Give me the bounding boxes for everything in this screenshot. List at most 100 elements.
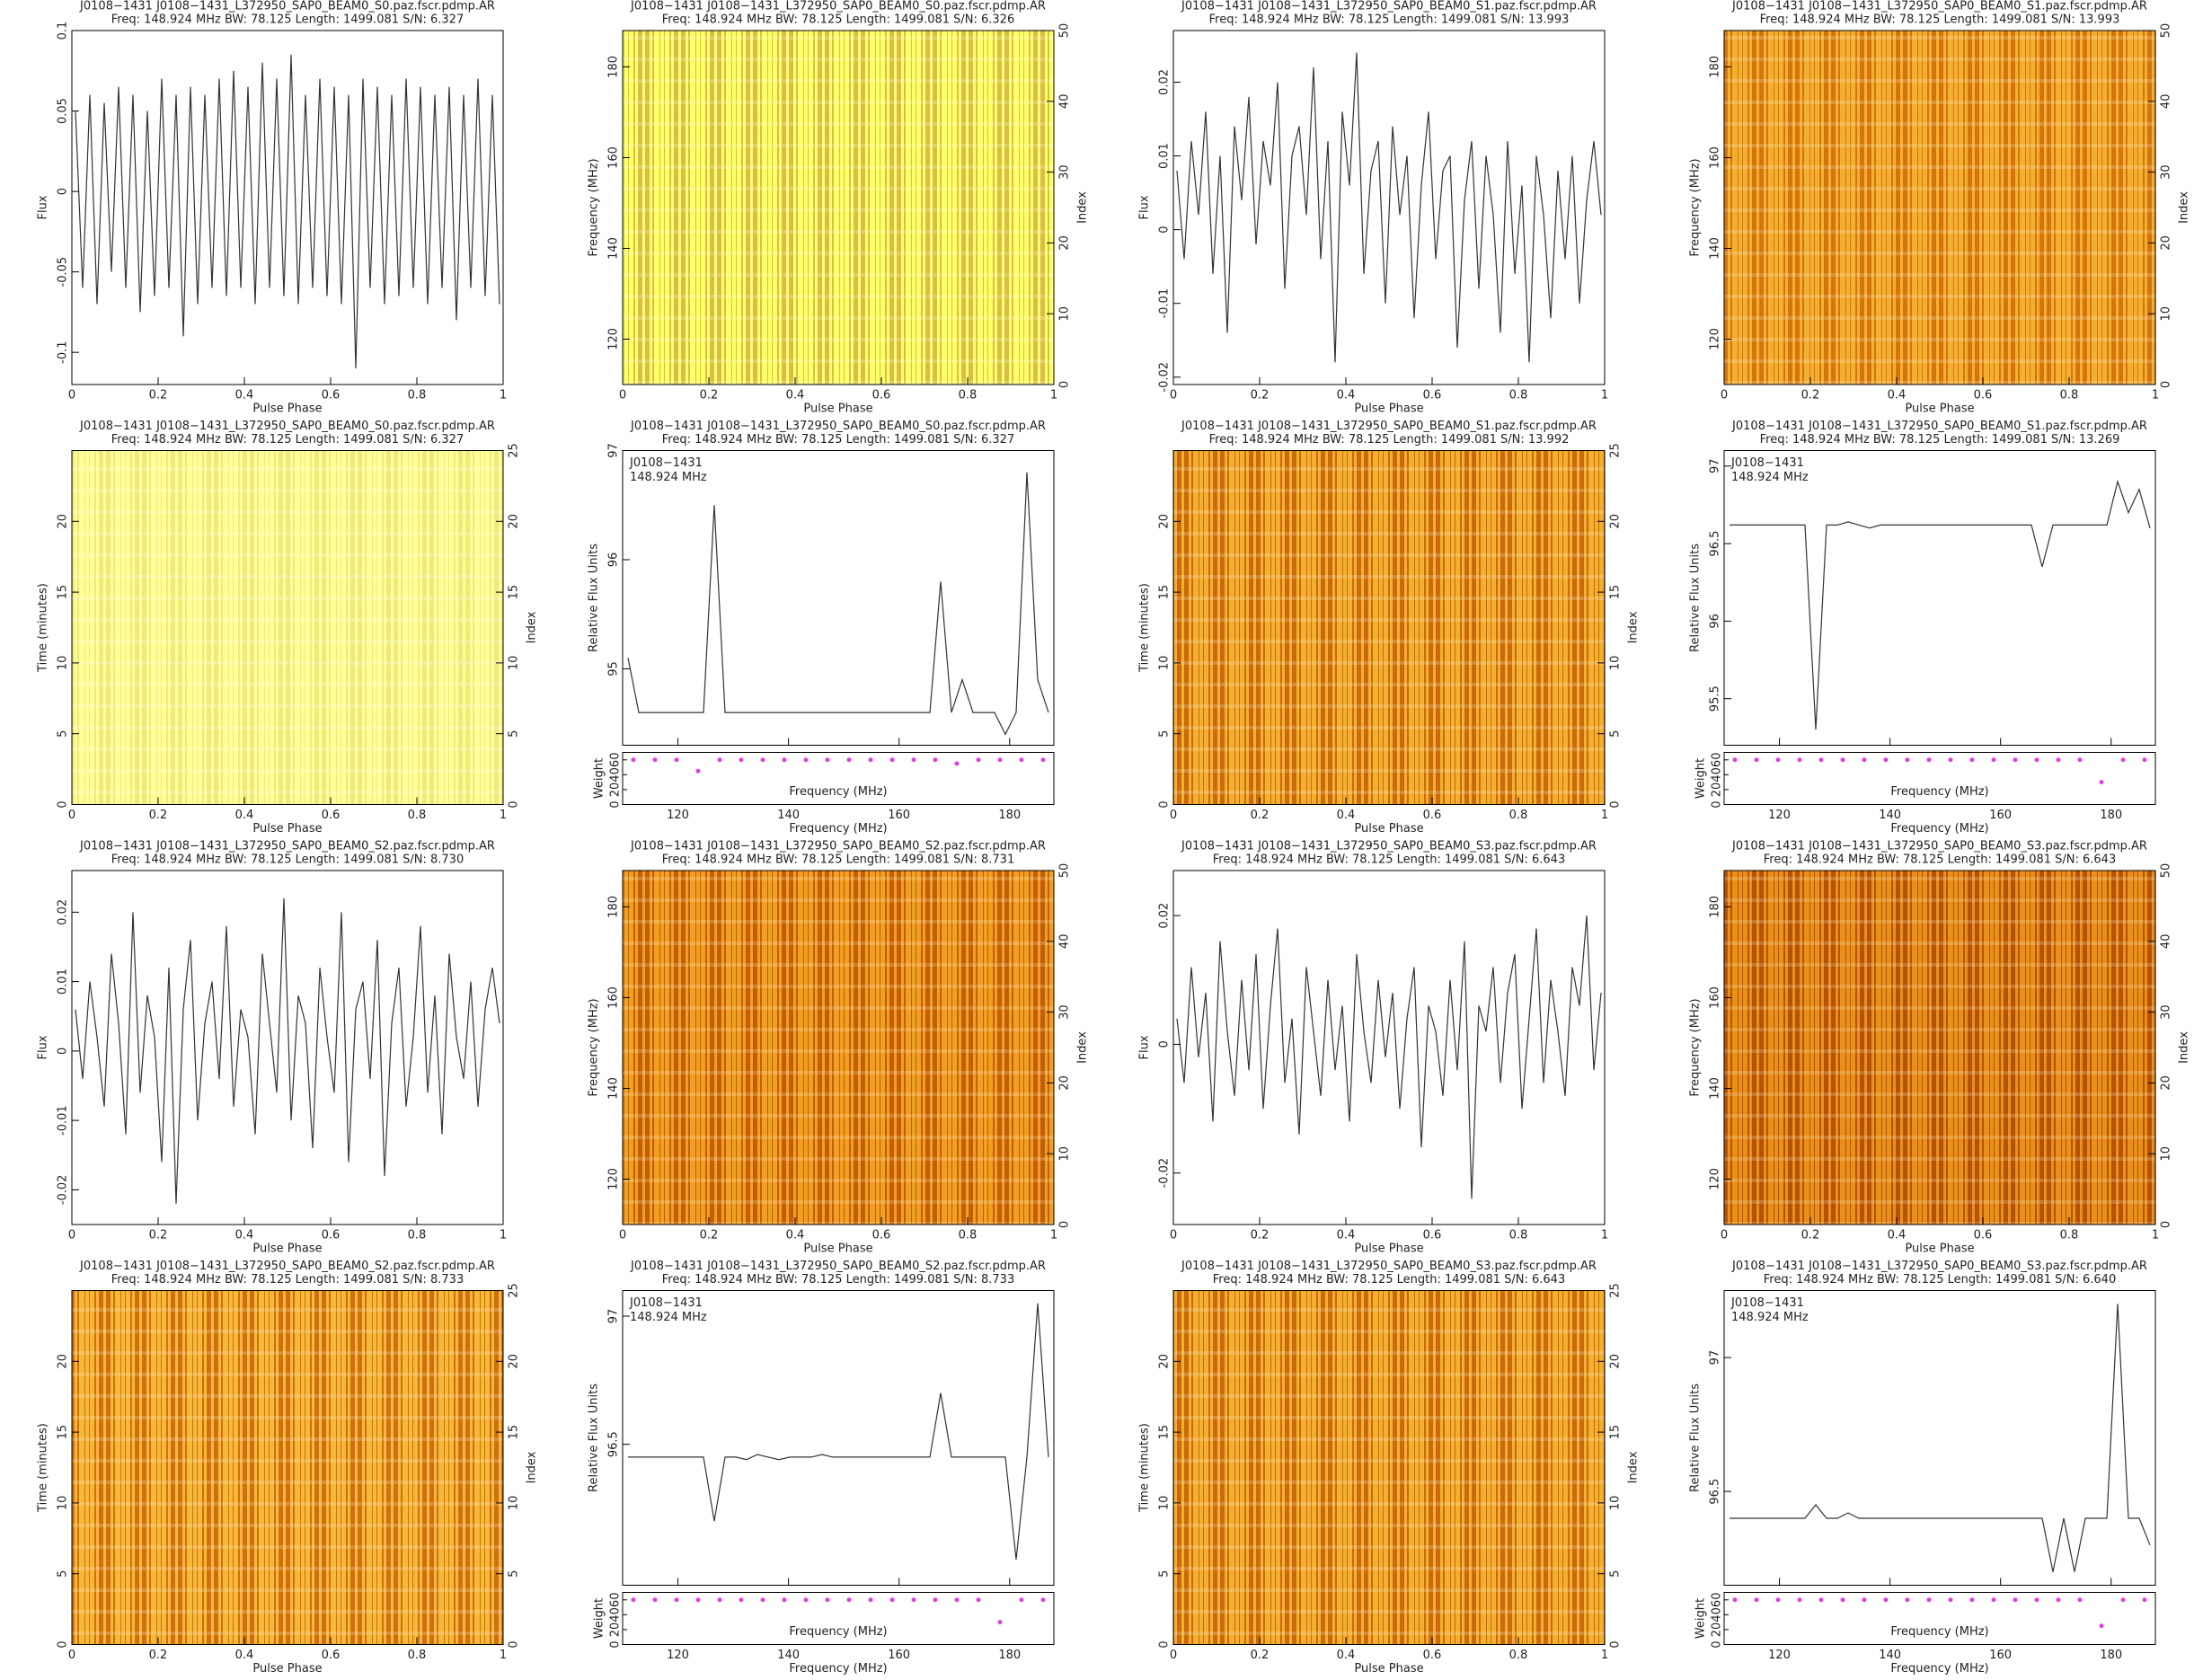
x-tick-label: 0.2 bbox=[1251, 1649, 1270, 1662]
data-line bbox=[1730, 1304, 2151, 1572]
y2-axis-label: Index bbox=[526, 1451, 539, 1483]
x-tick-label: 0 bbox=[1170, 1649, 1177, 1662]
plot-frame bbox=[71, 450, 504, 805]
weight-point bbox=[2099, 1623, 2104, 1629]
panel-subtitle: Freq: 148.924 MHz BW: 78.125 Length: 149… bbox=[1213, 1273, 1565, 1287]
y2-tick-label: 5 bbox=[508, 1570, 521, 1578]
y-tick-label: 180 bbox=[1709, 896, 1722, 918]
plot-frame bbox=[622, 30, 1055, 385]
x-axis-label: Pulse Phase bbox=[1354, 1662, 1423, 1676]
x-tick-label: 160 bbox=[888, 1649, 910, 1662]
weight-point bbox=[1019, 1597, 1024, 1603]
y-tick-label: 96 bbox=[1709, 614, 1722, 629]
plot-frame bbox=[1172, 1290, 1606, 1645]
weight-tick-label: 0 bbox=[1711, 800, 1724, 808]
y2-tick-label: 20 bbox=[1058, 235, 1072, 251]
y-tick-label: 5 bbox=[1158, 1570, 1172, 1578]
weight-point bbox=[825, 757, 830, 763]
plot-frame bbox=[622, 1290, 1055, 1586]
x-axis-label: Frequency (MHz) bbox=[1890, 822, 1988, 836]
x-tick-label: 1 bbox=[2152, 389, 2159, 402]
y2-tick-label: 10 bbox=[508, 1496, 521, 1511]
weight-frame bbox=[1723, 752, 2156, 805]
weight-point bbox=[631, 1597, 636, 1603]
weight-x-label: Frequency (MHz) bbox=[1890, 1625, 1988, 1639]
plot-frame bbox=[1723, 1290, 2156, 1586]
y-tick-label: 5 bbox=[1158, 730, 1172, 738]
panel-subtitle: Freq: 148.924 MHz BW: 78.125 Length: 149… bbox=[662, 1273, 1014, 1287]
x-tick-label: 0.2 bbox=[700, 389, 719, 402]
x-tick-label: 1 bbox=[500, 389, 507, 402]
data-line bbox=[1176, 915, 1602, 1199]
x-tick-label: 0.2 bbox=[700, 1229, 719, 1242]
x-axis-label: Pulse Phase bbox=[803, 1242, 872, 1256]
y-tick-label: 96 bbox=[607, 553, 621, 568]
y2-tick-label: 20 bbox=[1609, 1354, 1623, 1369]
weight-point bbox=[1969, 757, 1975, 763]
x-tick-label: 0.4 bbox=[1888, 1229, 1907, 1242]
weight-point bbox=[695, 1597, 701, 1603]
weight-point bbox=[2077, 757, 2083, 763]
x-tick-label: 0.8 bbox=[1509, 1229, 1528, 1242]
heatmap-texture bbox=[1173, 450, 1605, 805]
y-tick-label: 160 bbox=[607, 146, 621, 169]
y2-tick-label: 10 bbox=[1609, 656, 1623, 671]
annotation: J0108−1431 bbox=[1730, 456, 1804, 470]
data-line bbox=[627, 472, 1049, 736]
panel-subtitle: Freq: 148.924 MHz BW: 78.125 Length: 149… bbox=[662, 853, 1014, 867]
y-tick-label: 0 bbox=[57, 188, 70, 195]
y2-axis-label: Index bbox=[1076, 191, 1090, 224]
x-tick-label: 140 bbox=[777, 1649, 800, 1662]
x-tick-label: 0.2 bbox=[1251, 809, 1270, 822]
x-tick-label: 0.8 bbox=[2060, 389, 2079, 402]
y-tick-label: 96.5 bbox=[1709, 1479, 1722, 1505]
y-tick-label: 0 bbox=[57, 1048, 70, 1055]
x-tick-label: 0.6 bbox=[322, 1649, 341, 1662]
weight-tick-label: 60 bbox=[609, 753, 623, 768]
y-tick-label: -0.05 bbox=[57, 257, 70, 287]
weight-point bbox=[825, 1597, 830, 1603]
y-tick-label: 0.02 bbox=[1158, 903, 1172, 929]
y2-tick-label: 50 bbox=[2160, 23, 2173, 39]
annotation: J0108−1431 bbox=[629, 1296, 703, 1310]
weight-tick-label: 40 bbox=[1711, 1607, 1724, 1623]
y2-tick-label: 20 bbox=[2160, 1075, 2173, 1091]
y-tick-label: 120 bbox=[607, 1168, 621, 1190]
y-tick-label: 10 bbox=[57, 1496, 70, 1511]
x-tick-label: 0.4 bbox=[235, 1229, 254, 1242]
weight-point bbox=[933, 1597, 938, 1603]
weight-point bbox=[1818, 757, 1824, 763]
y2-tick-label: 25 bbox=[508, 443, 521, 458]
weight-axis-label: Weight bbox=[593, 1598, 606, 1639]
y-tick-label: 180 bbox=[1709, 56, 1722, 78]
weight-point bbox=[1732, 757, 1738, 763]
weight-point bbox=[803, 1597, 809, 1603]
y2-tick-label: 10 bbox=[2160, 1146, 2173, 1162]
y2-tick-label: 40 bbox=[1058, 94, 1072, 110]
weight-point bbox=[2056, 1597, 2061, 1603]
y-tick-label: 10 bbox=[57, 656, 70, 671]
weight-point bbox=[1991, 1597, 1996, 1603]
x-axis-label: Pulse Phase bbox=[1354, 402, 1423, 416]
panel-title: J0108−1431 J0108−1431_L372950_SAP0_BEAM0… bbox=[630, 420, 1046, 433]
x-axis-label: Pulse Phase bbox=[1354, 822, 1423, 836]
weight-point bbox=[1818, 1597, 1824, 1603]
heatmap-texture bbox=[1724, 871, 2155, 1225]
x-tick-label: 0 bbox=[68, 389, 75, 402]
panel-subtitle: Freq: 148.924 MHz BW: 78.125 Length: 149… bbox=[1209, 433, 1570, 447]
weight-point bbox=[1775, 757, 1781, 763]
weight-point bbox=[1732, 1597, 1738, 1603]
weight-point bbox=[976, 1597, 981, 1603]
y-axis-label: Relative Flux Units bbox=[588, 1384, 601, 1492]
y-axis-label: Flux bbox=[1138, 1035, 1152, 1059]
weight-point bbox=[803, 757, 809, 763]
plot-frame bbox=[71, 1290, 504, 1645]
weight-point bbox=[2099, 780, 2104, 785]
panel-subtitle: Freq: 148.924 MHz BW: 78.125 Length: 149… bbox=[111, 13, 464, 27]
weight-point bbox=[2120, 757, 2126, 763]
y-axis-label: Frequency (MHz) bbox=[588, 158, 601, 256]
x-tick-label: 0.4 bbox=[1337, 1229, 1356, 1242]
y-tick-label: 180 bbox=[607, 56, 621, 78]
weight-point bbox=[1905, 757, 1910, 763]
